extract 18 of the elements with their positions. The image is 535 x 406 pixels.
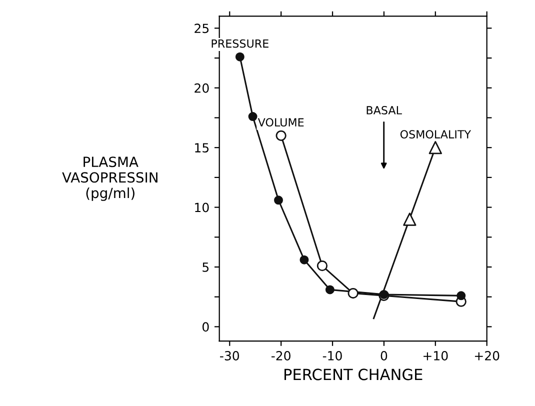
y-tick-label: 5 <box>202 262 209 272</box>
x-tick-label: -30 <box>220 350 240 360</box>
x-tick-label: +20 <box>474 350 500 360</box>
series-label: PRESSURE <box>212 39 268 48</box>
x-tick-label: -20 <box>271 350 290 360</box>
y-tick-label: 10 <box>195 202 209 212</box>
y-axis-title: PLASMA VASOPRESSIN (pg/ml) <box>62 156 158 201</box>
y-tick-label: 15 <box>195 143 209 153</box>
annotation: BASAL <box>366 106 402 114</box>
y-tick-label: 25 <box>194 24 209 34</box>
x-tick-label: -10 <box>322 350 342 360</box>
y-tick-label: 20 <box>194 83 209 93</box>
series-label: OSMOLALITY <box>400 130 472 138</box>
y-tick-label: 0 <box>202 322 209 332</box>
series-label: VOLUME <box>258 118 304 127</box>
x-tick-label: +10 <box>424 350 448 360</box>
x-axis-title: PERCENT CHANGE <box>284 368 422 380</box>
x-tick-label: 0 <box>380 350 388 360</box>
